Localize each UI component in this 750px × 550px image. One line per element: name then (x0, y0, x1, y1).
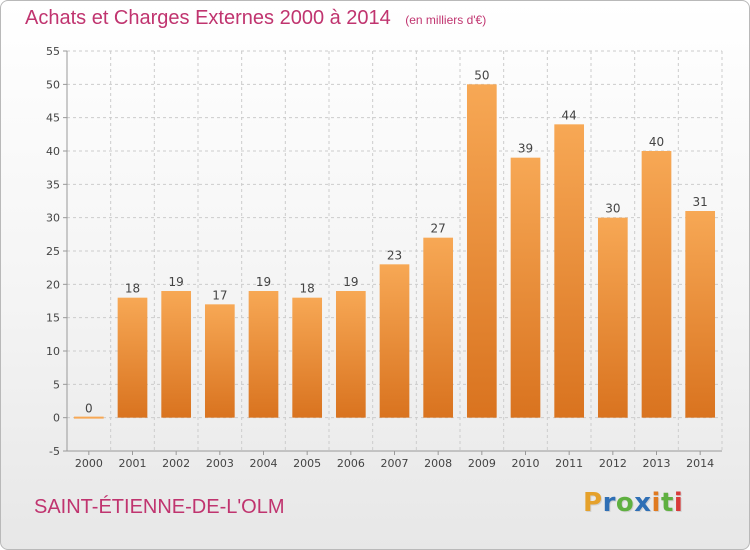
chart-unit-note: (en milliers d'€) (405, 13, 487, 27)
y-tick-labels: -5 0 5 10 15 20 25 30 35 40 45 50 55 (46, 45, 60, 458)
bar-2004 (248, 291, 279, 418)
x-tick-label-2013: 2013 (643, 457, 671, 470)
data-labels: 0 18 19 17 19 18 19 23 27 50 39 44 30 40 31 (85, 68, 708, 415)
logo-letter: P (583, 488, 603, 518)
data-label-2005: 18 (300, 282, 315, 296)
x-tick-label-2010: 2010 (512, 457, 540, 470)
bar-2006 (335, 291, 366, 418)
x-tick-label-2005: 2005 (293, 457, 321, 470)
x-tick-label-2004: 2004 (250, 457, 278, 470)
x-tick-label-2014: 2014 (686, 457, 714, 470)
commune-name: SAINT-ÉTIENNE-DE-L'OLM (34, 496, 285, 518)
chart-title-block: Achats et Charges Externes 2000 à 2014 (… (25, 7, 486, 30)
bar-2013 (641, 151, 672, 418)
x-tick-label-2006: 2006 (337, 457, 365, 470)
data-label-2008: 27 (431, 222, 446, 236)
y-tick-label: 50 (46, 78, 60, 91)
y-tick-label: 45 (46, 112, 60, 125)
y-tick-label: 10 (46, 345, 60, 358)
x-tick-label-2009: 2009 (468, 457, 496, 470)
bar-2002 (161, 291, 192, 418)
data-label-2000: 0 (85, 402, 93, 416)
data-label-2009: 50 (474, 68, 489, 82)
logo-letter: i (673, 488, 684, 518)
x-tick-label-2001: 2001 (119, 457, 147, 470)
logo-letter: i (651, 488, 661, 518)
y-tick-label: 30 (46, 212, 60, 225)
data-label-2014: 31 (693, 195, 708, 209)
axes (63, 50, 722, 455)
logo-letter: r (602, 488, 616, 518)
data-label-2013: 40 (649, 135, 664, 149)
bar-2003 (204, 304, 235, 418)
data-label-2012: 30 (605, 202, 620, 216)
logo-letter: x (634, 488, 652, 518)
bar-2007 (379, 264, 410, 418)
x-tick-label-2003: 2003 (206, 457, 234, 470)
bar-2009 (466, 84, 497, 418)
y-tick-label: 55 (46, 45, 60, 58)
bars (73, 84, 716, 419)
bar-2008 (423, 237, 454, 418)
y-tick-label: 0 (53, 412, 60, 425)
x-tick-label-2002: 2002 (162, 457, 190, 470)
chart-title: Achats et Charges Externes 2000 à 2014 (25, 7, 391, 29)
y-tick-label: 40 (46, 145, 60, 158)
x-tick-labels: 2000 2001 2002 2003 2004 2005 2006 2007 2008 2009… (75, 457, 714, 470)
x-tick-label-2012: 2012 (599, 457, 627, 470)
x-tick-label-2000: 2000 (75, 457, 103, 470)
data-label-2010: 39 (518, 142, 533, 156)
data-label-2006: 19 (343, 275, 358, 289)
data-label-2002: 19 (169, 275, 184, 289)
data-label-2004: 19 (256, 275, 271, 289)
data-label-2003: 17 (212, 288, 227, 302)
y-tick-label: 25 (46, 245, 60, 258)
y-tick-label: 15 (46, 312, 60, 325)
x-tick-label-2007: 2007 (381, 457, 409, 470)
y-tick-label: 5 (53, 378, 60, 391)
bar-2005 (292, 297, 323, 418)
x-tick-label-2011: 2011 (555, 457, 583, 470)
y-tick-label: 20 (46, 278, 60, 291)
bar-2012 (597, 217, 628, 418)
y-tick-label: -5 (49, 445, 60, 458)
data-label-2007: 23 (387, 248, 402, 262)
data-label-2001: 18 (125, 282, 140, 296)
logo-letter: o (615, 488, 635, 518)
bar-2001 (117, 297, 148, 418)
bar-2014 (685, 211, 716, 418)
x-tick-label-2008: 2008 (424, 457, 452, 470)
data-label-2011: 44 (562, 108, 577, 122)
logo-letter: t (660, 488, 674, 518)
proxiti-logo: Proxiti (583, 488, 683, 518)
bar-2011 (554, 124, 585, 418)
bar-2010 (510, 157, 541, 418)
y-tick-label: 35 (46, 178, 60, 191)
